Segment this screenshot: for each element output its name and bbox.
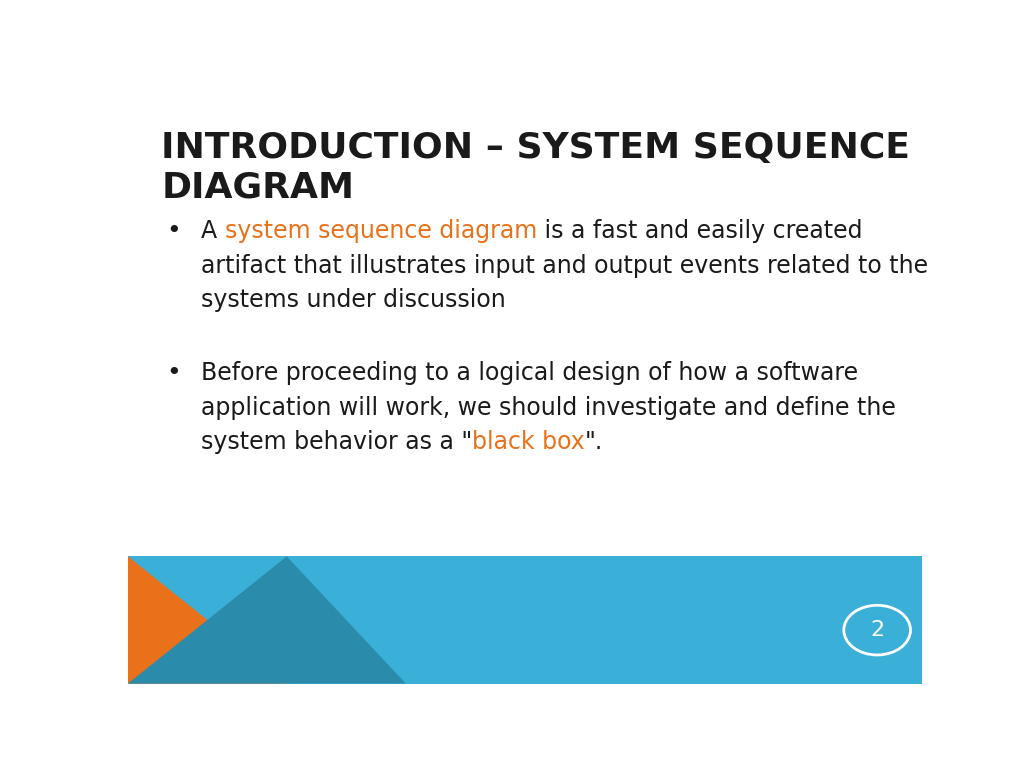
Text: is a fast and easily created: is a fast and easily created: [537, 220, 862, 243]
Text: •: •: [167, 220, 181, 243]
Text: •: •: [167, 361, 181, 386]
Text: ".: ".: [585, 430, 603, 454]
Bar: [128, 556, 922, 684]
Text: application will work, we should investigate and define the: application will work, we should investi…: [201, 396, 896, 419]
Text: system behavior as a ": system behavior as a ": [201, 430, 472, 454]
Text: 2: 2: [870, 620, 884, 640]
Text: system sequence diagram: system sequence diagram: [224, 220, 537, 243]
Text: INTRODUCTION – SYSTEM SEQUENCE: INTRODUCTION – SYSTEM SEQUENCE: [162, 131, 910, 164]
Polygon shape: [128, 556, 406, 684]
Text: systems under discussion: systems under discussion: [201, 288, 506, 312]
Polygon shape: [128, 556, 287, 684]
Text: DIAGRAM: DIAGRAM: [162, 170, 354, 204]
Text: A: A: [201, 220, 224, 243]
Text: artifact that illustrates input and output events related to the: artifact that illustrates input and outp…: [201, 253, 928, 277]
Text: black box: black box: [472, 430, 585, 454]
Text: Before proceeding to a logical design of how a software: Before proceeding to a logical design of…: [201, 361, 858, 386]
